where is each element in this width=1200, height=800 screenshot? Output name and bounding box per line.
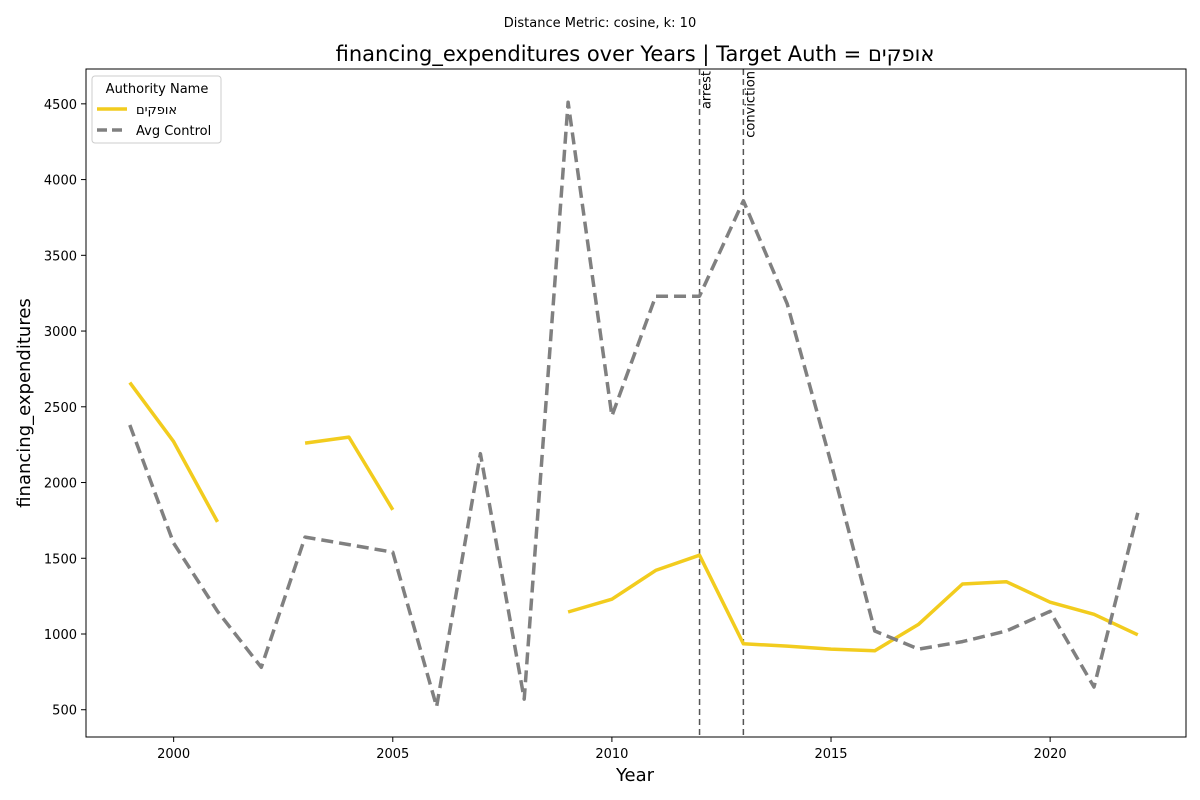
y-tick-label: 500 <box>52 704 77 719</box>
y-axis: 500 1000 1500 2000 2500 3000 3500 4000 4500 <box>44 98 86 719</box>
x-tick-label: 2010 <box>595 747 628 762</box>
legend-title: Authority Name <box>106 82 209 97</box>
legend-label-target: אופקים <box>136 103 177 118</box>
y-tick-label: 2500 <box>44 401 77 416</box>
plot-frame <box>85 68 1187 738</box>
event-label-arrest: arrest <box>700 71 715 109</box>
x-axis: 2000 2005 2010 2015 2020 <box>157 737 1067 762</box>
y-tick-label: 2000 <box>44 477 77 492</box>
legend-box <box>91 75 222 144</box>
x-tick-label: 2000 <box>157 747 190 762</box>
series-line-target <box>128 381 220 523</box>
y-tick-label: 1500 <box>44 552 77 567</box>
y-tick-label: 1000 <box>44 628 77 643</box>
x-tick-label: 2015 <box>814 747 847 762</box>
y-axis-title: financing_expenditures <box>14 298 35 508</box>
series-line-target <box>567 553 1139 653</box>
legend: Authority Name אופקים Avg Control <box>91 75 222 144</box>
x-axis-title: Year <box>615 765 655 786</box>
chart-suptitle: Distance Metric: cosine, k: 10 <box>504 16 696 31</box>
chart-title: financing_expenditures over Years | Targ… <box>336 42 935 67</box>
y-tick-label: 3000 <box>44 325 77 340</box>
plot-area: arrest conviction <box>128 69 1140 737</box>
x-tick-label: 2005 <box>376 747 409 762</box>
series-line-target <box>304 435 395 511</box>
y-tick-label: 3500 <box>44 249 77 264</box>
y-tick-label: 4500 <box>44 98 77 113</box>
x-tick-label: 2020 <box>1034 747 1067 762</box>
series-line-control <box>128 100 1140 709</box>
legend-label-control: Avg Control <box>136 124 211 139</box>
event-label-conviction: conviction <box>743 71 758 138</box>
y-tick-label: 4000 <box>44 174 77 189</box>
